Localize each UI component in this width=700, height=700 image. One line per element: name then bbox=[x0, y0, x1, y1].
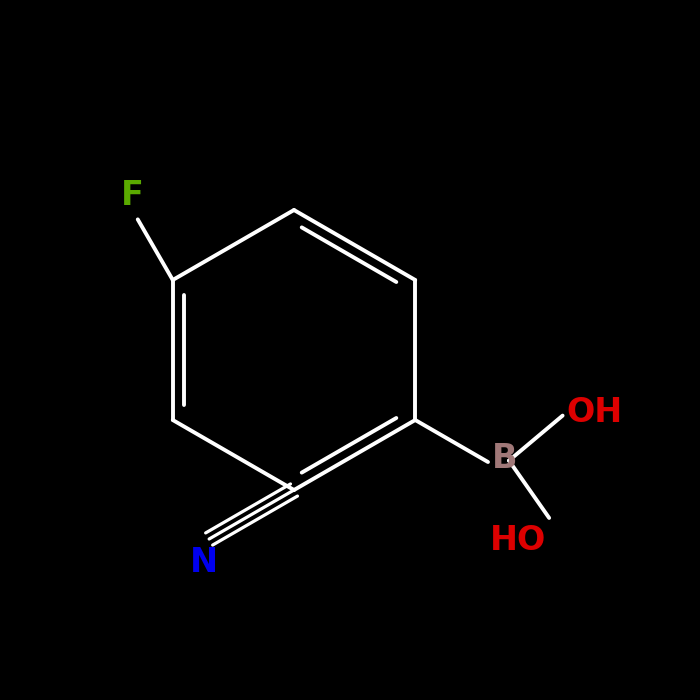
Text: N: N bbox=[190, 546, 218, 579]
Text: HO: HO bbox=[490, 524, 546, 556]
Text: OH: OH bbox=[566, 396, 622, 429]
Text: F: F bbox=[120, 179, 144, 212]
Text: B: B bbox=[491, 442, 517, 475]
